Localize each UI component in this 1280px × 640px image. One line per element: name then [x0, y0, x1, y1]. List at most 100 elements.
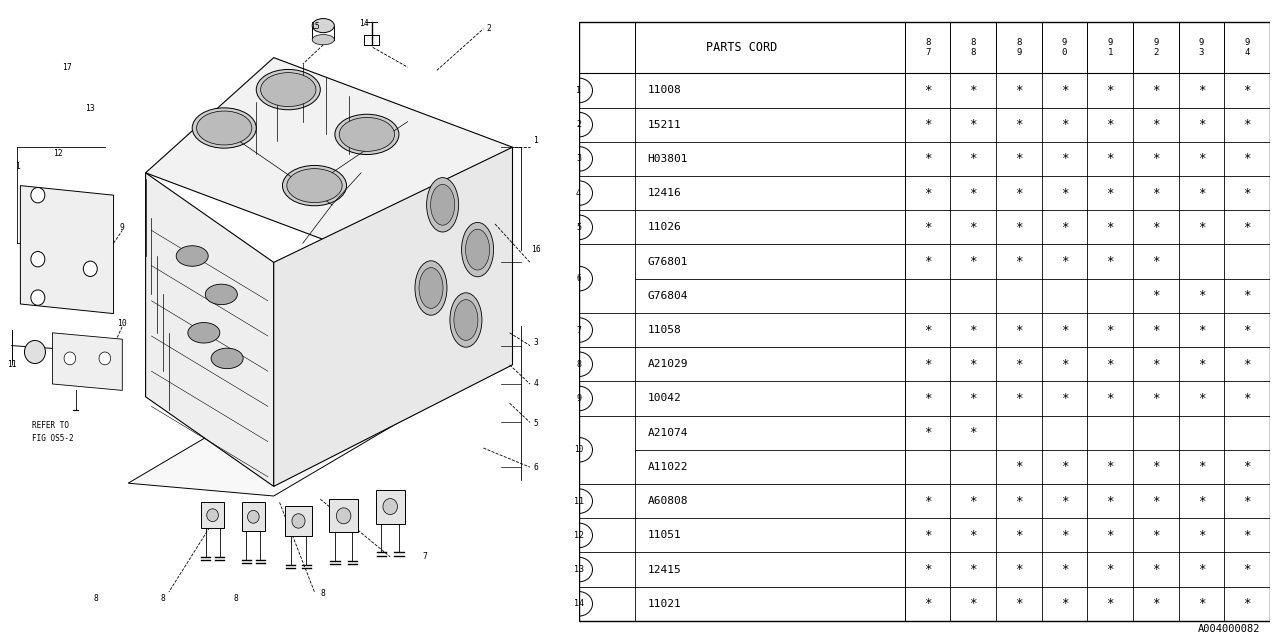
- Text: *: *: [924, 426, 932, 439]
- Text: G76801: G76801: [648, 257, 689, 266]
- Text: *: *: [969, 597, 977, 611]
- Text: *: *: [924, 597, 932, 611]
- Text: *: *: [924, 563, 932, 576]
- Text: *: *: [1015, 255, 1023, 268]
- Ellipse shape: [335, 114, 399, 154]
- Text: *: *: [1152, 529, 1160, 542]
- Text: *: *: [969, 152, 977, 165]
- Text: *: *: [1106, 221, 1114, 234]
- Text: 9: 9: [576, 394, 581, 403]
- Text: *: *: [924, 255, 932, 268]
- Ellipse shape: [261, 72, 316, 107]
- Text: 15211: 15211: [648, 120, 681, 130]
- Text: 9
4: 9 4: [1244, 38, 1249, 58]
- Text: *: *: [1198, 152, 1204, 165]
- Ellipse shape: [454, 300, 477, 340]
- Text: *: *: [1106, 152, 1114, 165]
- Polygon shape: [274, 147, 512, 486]
- Text: 3: 3: [576, 154, 581, 163]
- Text: *: *: [1152, 358, 1160, 371]
- Circle shape: [83, 261, 97, 276]
- Ellipse shape: [312, 35, 334, 45]
- Ellipse shape: [256, 70, 320, 110]
- Text: 16: 16: [531, 245, 540, 254]
- Text: *: *: [969, 563, 977, 576]
- Ellipse shape: [192, 108, 256, 148]
- Text: *: *: [1243, 84, 1251, 97]
- Text: *: *: [969, 118, 977, 131]
- Text: *: *: [1015, 358, 1023, 371]
- Text: 11008: 11008: [648, 85, 681, 95]
- Text: 14: 14: [360, 19, 369, 28]
- Text: 8
9: 8 9: [1016, 38, 1021, 58]
- Text: *: *: [1198, 323, 1204, 337]
- Polygon shape: [146, 173, 274, 486]
- Text: *: *: [1243, 118, 1251, 131]
- Text: 11026: 11026: [648, 222, 681, 232]
- Text: 6: 6: [534, 463, 539, 472]
- Text: *: *: [1061, 255, 1069, 268]
- Text: 8: 8: [321, 589, 325, 598]
- Text: 13: 13: [573, 565, 584, 574]
- Text: 8: 8: [160, 594, 165, 603]
- Polygon shape: [242, 502, 265, 531]
- Text: *: *: [1198, 460, 1204, 474]
- Text: *: *: [1198, 187, 1204, 200]
- Ellipse shape: [426, 177, 458, 232]
- Text: 5: 5: [534, 419, 539, 428]
- Text: *: *: [1061, 152, 1069, 165]
- Text: REFER TO
FIG OS5-2: REFER TO FIG OS5-2: [32, 421, 74, 443]
- Text: *: *: [1198, 597, 1204, 611]
- Text: *: *: [1061, 358, 1069, 371]
- Ellipse shape: [415, 261, 447, 315]
- Ellipse shape: [462, 223, 494, 276]
- Circle shape: [31, 252, 45, 267]
- Text: *: *: [969, 529, 977, 542]
- Polygon shape: [20, 186, 114, 314]
- Text: A21029: A21029: [648, 359, 689, 369]
- Text: *: *: [1061, 187, 1069, 200]
- Text: *: *: [1198, 221, 1204, 234]
- Text: 17: 17: [63, 63, 72, 72]
- Text: *: *: [924, 358, 932, 371]
- Text: *: *: [1106, 392, 1114, 405]
- Text: H03801: H03801: [648, 154, 689, 164]
- Text: *: *: [969, 495, 977, 508]
- Text: 12: 12: [573, 531, 584, 540]
- Polygon shape: [329, 499, 358, 532]
- Text: *: *: [1198, 358, 1204, 371]
- Text: *: *: [1106, 84, 1114, 97]
- Text: *: *: [924, 323, 932, 337]
- Text: *: *: [1243, 221, 1251, 234]
- Text: 6: 6: [576, 274, 581, 283]
- Text: 15: 15: [310, 22, 320, 31]
- Text: *: *: [1106, 529, 1114, 542]
- Text: *: *: [1152, 152, 1160, 165]
- Text: *: *: [1061, 597, 1069, 611]
- Text: 2: 2: [486, 24, 492, 33]
- Text: *: *: [1243, 323, 1251, 337]
- Text: *: *: [1061, 221, 1069, 234]
- Text: *: *: [1106, 597, 1114, 611]
- Text: *: *: [1106, 255, 1114, 268]
- Circle shape: [337, 508, 351, 524]
- Polygon shape: [285, 506, 311, 536]
- Circle shape: [383, 499, 398, 515]
- Text: *: *: [1106, 323, 1114, 337]
- Ellipse shape: [197, 111, 252, 145]
- Text: 12: 12: [54, 149, 63, 158]
- Text: A11022: A11022: [648, 462, 689, 472]
- Text: 7: 7: [576, 326, 581, 335]
- Text: *: *: [1243, 563, 1251, 576]
- Text: *: *: [1015, 563, 1023, 576]
- Text: 11021: 11021: [648, 599, 681, 609]
- Text: *: *: [1152, 323, 1160, 337]
- Text: *: *: [1152, 221, 1160, 234]
- Text: 9
3: 9 3: [1198, 38, 1204, 58]
- Text: *: *: [1243, 289, 1251, 302]
- Ellipse shape: [339, 117, 394, 151]
- Text: *: *: [1152, 460, 1160, 474]
- Text: *: *: [1243, 358, 1251, 371]
- Text: *: *: [1061, 460, 1069, 474]
- Text: 9
2: 9 2: [1153, 38, 1158, 58]
